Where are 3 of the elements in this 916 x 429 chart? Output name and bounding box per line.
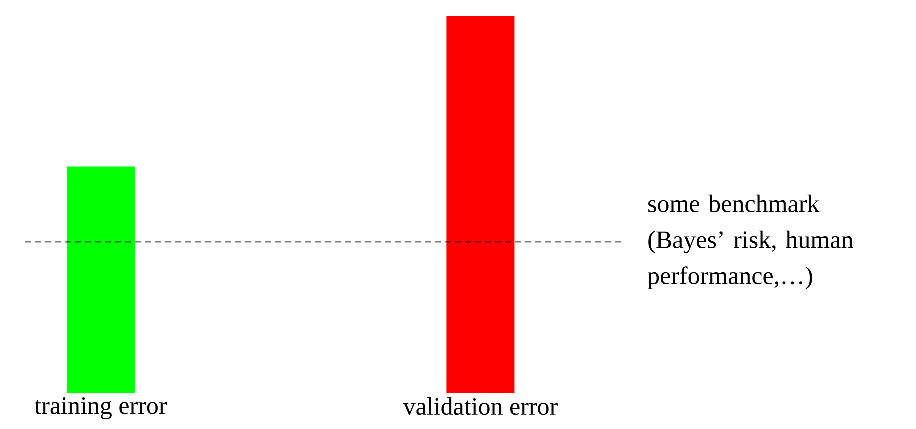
x-tick-label: validation error (403, 398, 558, 416)
x-tick-label: training error (34, 398, 168, 420)
ref-line-label: some benchmark (Bayes’ risk, human performance,…) (648, 194, 854, 290)
